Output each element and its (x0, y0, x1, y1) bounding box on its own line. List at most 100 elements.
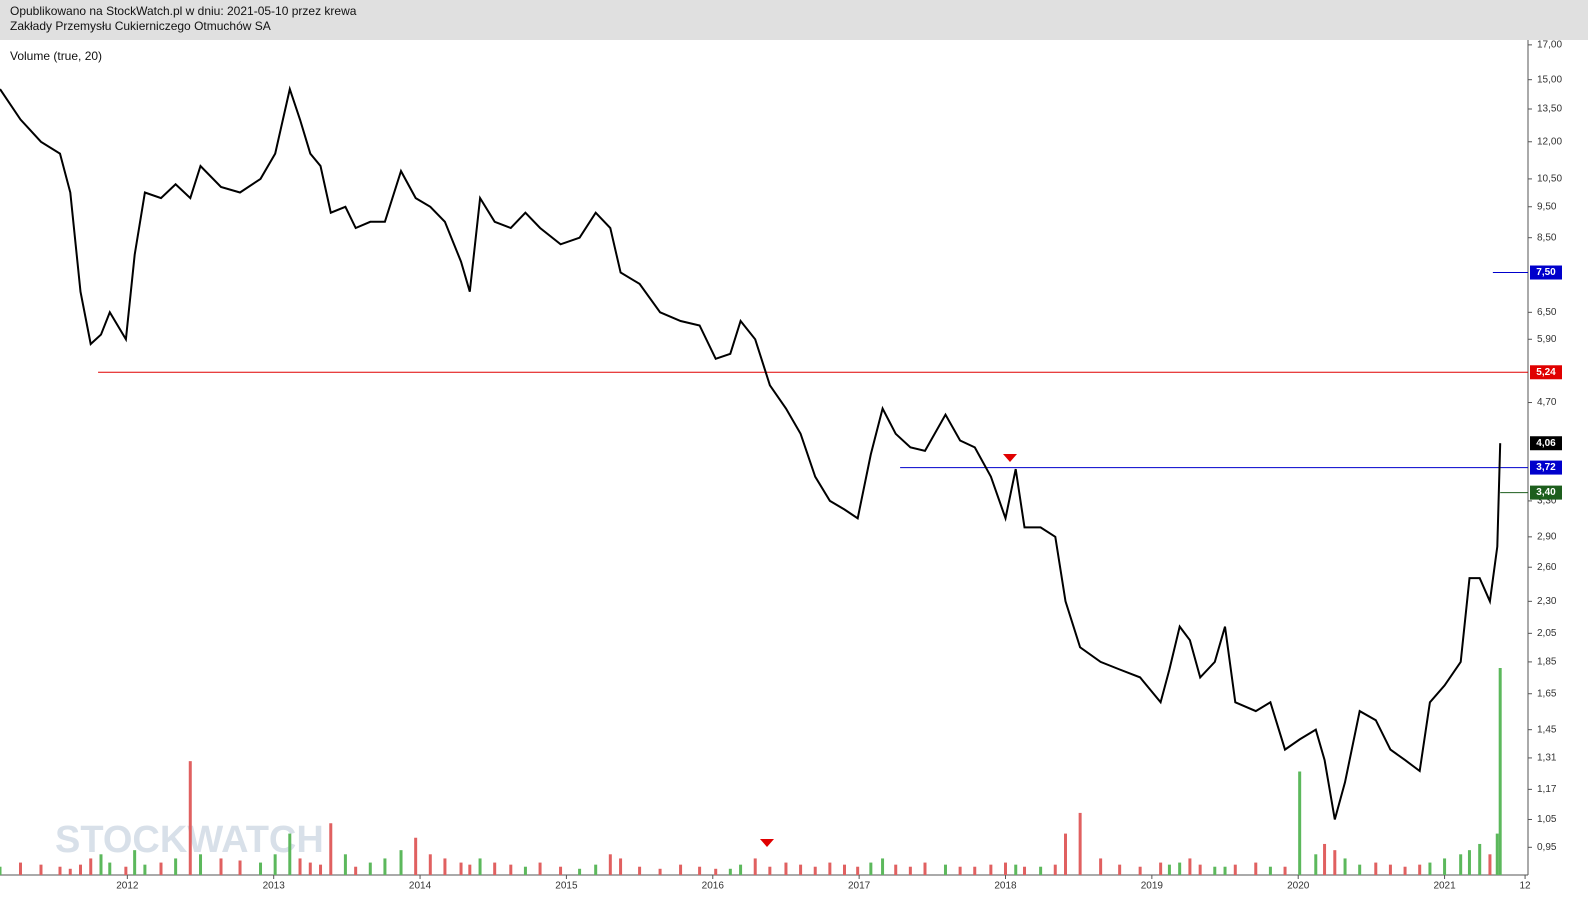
volume-bar (1188, 858, 1192, 875)
volume-bar (1178, 862, 1182, 875)
volume-bar (1488, 854, 1492, 875)
volume-bar (468, 864, 472, 875)
x-tick-label: 12 (1520, 881, 1532, 892)
volume-bar (1003, 862, 1007, 875)
volume-bar (973, 866, 977, 875)
volume-bar (869, 862, 873, 875)
volume-bar (1167, 864, 1171, 875)
y-tick-label: 1,85 (1537, 657, 1557, 668)
volume-bar (1198, 864, 1202, 875)
volume-bar (768, 866, 772, 875)
volume-bar (958, 866, 962, 875)
x-tick-label: 2020 (1287, 881, 1310, 892)
volume-bar (943, 864, 947, 875)
y-tick-label: 4,70 (1537, 397, 1557, 408)
volume-bar (58, 866, 62, 875)
volume-bar (238, 860, 242, 875)
volume-bar (354, 866, 358, 875)
level-tag (1530, 265, 1562, 280)
y-tick-label: 15,00 (1537, 74, 1562, 85)
volume-bar (1078, 812, 1082, 875)
volume-bar (619, 858, 623, 875)
volume-bar (1403, 866, 1407, 875)
volume-bar (714, 868, 718, 875)
volume-bar (1138, 866, 1142, 875)
volume-bar (108, 862, 112, 875)
volume-bar (881, 858, 885, 875)
y-tick-label: 2,30 (1537, 596, 1557, 607)
volume-label: Volume (true, 20) (10, 49, 102, 63)
volume-bar (1498, 668, 1502, 875)
volume-bar (1323, 843, 1327, 875)
volume-bar (1298, 771, 1302, 875)
x-tick-label: 2017 (848, 881, 871, 892)
volume-bar (199, 854, 203, 875)
header-line: Opublikowano na StockWatch.pl w dniu: 20… (10, 4, 357, 18)
volume-bar (343, 854, 347, 875)
volume-bar (638, 866, 642, 875)
volume-bar (39, 864, 43, 875)
x-tick-label: 2015 (555, 881, 578, 892)
volume-bar (1495, 833, 1499, 875)
volume-bar (923, 862, 927, 875)
x-tick-label: 2021 (1433, 881, 1456, 892)
volume-bar (99, 854, 103, 875)
volume-bar (594, 864, 598, 875)
y-tick-label: 3,30 (1537, 496, 1557, 507)
volume-bar (1374, 862, 1378, 875)
volume-bar (1467, 850, 1471, 875)
volume-bar (133, 850, 137, 875)
volume-bar (1418, 864, 1422, 875)
signal-marker (1003, 454, 1017, 462)
y-tick-label: 1,17 (1537, 784, 1557, 795)
y-tick-label: 2,90 (1537, 531, 1557, 542)
y-tick-label: 2,60 (1537, 562, 1557, 573)
volume-bar (1443, 858, 1447, 875)
volume-bar (1118, 864, 1122, 875)
volume-bar (989, 864, 993, 875)
volume-bar (259, 862, 263, 875)
volume-bar (1314, 854, 1318, 875)
volume-bar (308, 862, 312, 875)
x-tick-label: 2012 (116, 881, 139, 892)
level-tag (1530, 460, 1562, 475)
volume-bar (578, 868, 582, 875)
volume-bar (813, 866, 817, 875)
volume-bar (443, 858, 447, 875)
x-tick-label: 2013 (263, 881, 286, 892)
volume-bar (414, 837, 418, 875)
volume-bar (68, 868, 72, 875)
volume-bar (538, 862, 542, 875)
level-label: 3,40 (1536, 487, 1556, 498)
y-tick-label: 17,00 (1537, 40, 1562, 51)
x-tick-label: 2018 (994, 881, 1017, 892)
level-tag (1530, 485, 1562, 500)
volume-bar (1428, 862, 1432, 875)
volume-bar (1039, 866, 1043, 875)
volume-bar (856, 866, 860, 875)
volume-bar (1064, 833, 1068, 875)
volume-bar (679, 864, 683, 875)
y-tick-label: 1,05 (1537, 814, 1557, 825)
volume-bar (399, 850, 403, 875)
y-tick-label: 1,45 (1537, 724, 1557, 735)
volume-bar (329, 823, 333, 875)
y-tick-label: 9,50 (1537, 201, 1557, 212)
volume-bar (698, 866, 702, 875)
volume-bar (493, 862, 497, 875)
volume-bar (478, 858, 482, 875)
volume-bar (509, 864, 513, 875)
volume-bar (18, 862, 22, 875)
volume-bar (784, 862, 788, 875)
volume-bar (559, 866, 563, 875)
y-tick-label: 0,95 (1537, 842, 1557, 853)
volume-bar (739, 864, 743, 875)
price-line (0, 85, 1502, 820)
y-tick-label: 8,50 (1537, 232, 1557, 243)
header-bar (0, 0, 1588, 40)
volume-bar (1159, 862, 1163, 875)
volume-bar (368, 862, 372, 875)
volume-bar (1223, 866, 1227, 875)
volume-bar (1053, 864, 1057, 875)
